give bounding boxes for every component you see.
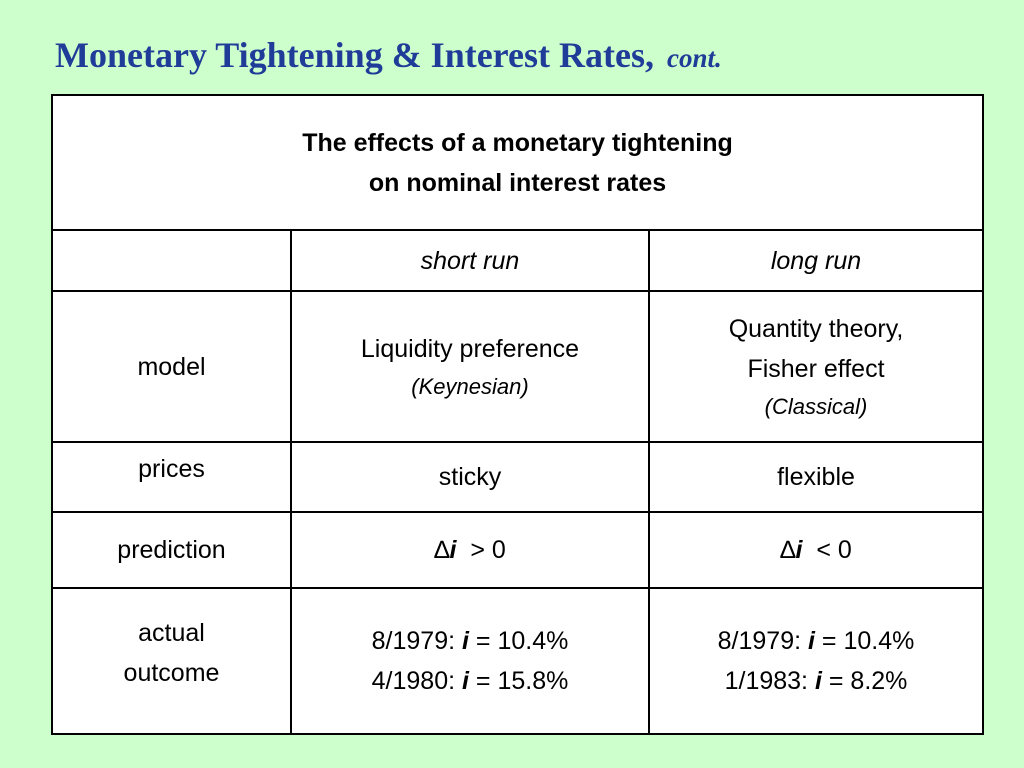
outcome-value: = 10.4% <box>821 627 915 655</box>
interest-rate-symbol: i <box>449 536 457 564</box>
outcome-short-line-2: 4/1980: i = 15.8% <box>298 661 642 701</box>
cell-outcome-short: 8/1979: i = 10.4% 4/1980: i = 15.8% <box>290 587 650 735</box>
interest-rate-symbol: i <box>795 536 803 564</box>
table-heading-row: The effects of a monetary tightening on … <box>51 94 984 231</box>
outcome-value: = 10.4% <box>475 627 569 655</box>
table-row: prediction ∆i > 0 ∆i < 0 <box>51 511 984 589</box>
outcome-date: 4/1980: <box>371 667 456 695</box>
cell-prices-short: sticky <box>290 441 650 513</box>
title-cont: cont. <box>666 43 722 73</box>
row-label-model: model <box>51 290 292 443</box>
outcome-label-line-1: actual <box>138 619 205 647</box>
model-long-line-1: Quantity theory, <box>728 314 904 343</box>
cell-outcome-long: 8/1979: i = 10.4% 1/1983: i = 8.2% <box>648 587 984 735</box>
prediction-short-relation: > 0 <box>470 536 506 564</box>
model-long-line-2: Fisher effect <box>747 354 885 383</box>
outcome-date: 1/1983: <box>724 667 809 695</box>
row-label-prediction: prediction <box>51 511 292 589</box>
cell-model-long: Quantity theory, Fisher effect (Classica… <box>648 290 984 443</box>
cell-model-short: Liquidity preference (Keynesian) <box>290 290 650 443</box>
row-label-outcome: actual outcome <box>51 587 292 735</box>
outcome-short-line-1: 8/1979: i = 10.4% <box>298 621 642 661</box>
outcome-date: 8/1979: <box>717 627 802 655</box>
table-heading: The effects of a monetary tightening on … <box>51 94 984 231</box>
title-main: Monetary Tightening & Interest Rates, <box>55 35 654 75</box>
interest-rate-symbol: i <box>462 627 469 655</box>
model-short-text: Liquidity preference <box>360 334 580 363</box>
prices-label: prices <box>138 455 205 483</box>
table-row: model Liquidity preference (Keynesian) Q… <box>51 290 984 443</box>
outcome-long-line-1: 8/1979: i = 10.4% <box>656 621 976 661</box>
outcome-long-line-2: 1/1983: i = 8.2% <box>656 661 976 701</box>
slide-title: Monetary Tightening & Interest Rates, co… <box>55 34 722 76</box>
cell-prediction-long: ∆i < 0 <box>648 511 984 589</box>
heading-line-2: on nominal interest rates <box>368 168 667 197</box>
table-row: actual outcome 8/1979: i = 10.4% 4/1980:… <box>51 587 984 735</box>
table-row: prices sticky flexible <box>51 441 984 513</box>
cell-prices-long: flexible <box>648 441 984 513</box>
column-header-row: short run long run <box>51 229 984 292</box>
cell-prediction-short: ∆i > 0 <box>290 511 650 589</box>
empty-corner-cell <box>51 229 292 292</box>
outcome-date: 8/1979: <box>371 627 456 655</box>
col-header-short-run: short run <box>290 229 650 292</box>
effects-table: The effects of a monetary tightening on … <box>51 94 984 735</box>
delta-symbol: ∆ <box>434 536 450 564</box>
heading-line-1: The effects of a monetary tightening <box>302 128 733 157</box>
interest-rate-symbol: i <box>814 667 822 695</box>
col-header-long-run: long run <box>648 229 984 292</box>
interest-rate-symbol: i <box>462 667 469 695</box>
outcome-label-line-2: outcome <box>123 659 220 687</box>
row-label-prices: prices <box>51 441 292 513</box>
model-long-sub: (Classical) <box>764 393 868 419</box>
model-short-sub: (Keynesian) <box>411 373 529 399</box>
interest-rate-symbol: i <box>808 627 815 655</box>
delta-symbol: ∆ <box>780 536 796 564</box>
outcome-value: = 8.2% <box>828 667 908 695</box>
outcome-value: = 15.8% <box>475 667 569 695</box>
prediction-long-relation: < 0 <box>816 536 852 564</box>
